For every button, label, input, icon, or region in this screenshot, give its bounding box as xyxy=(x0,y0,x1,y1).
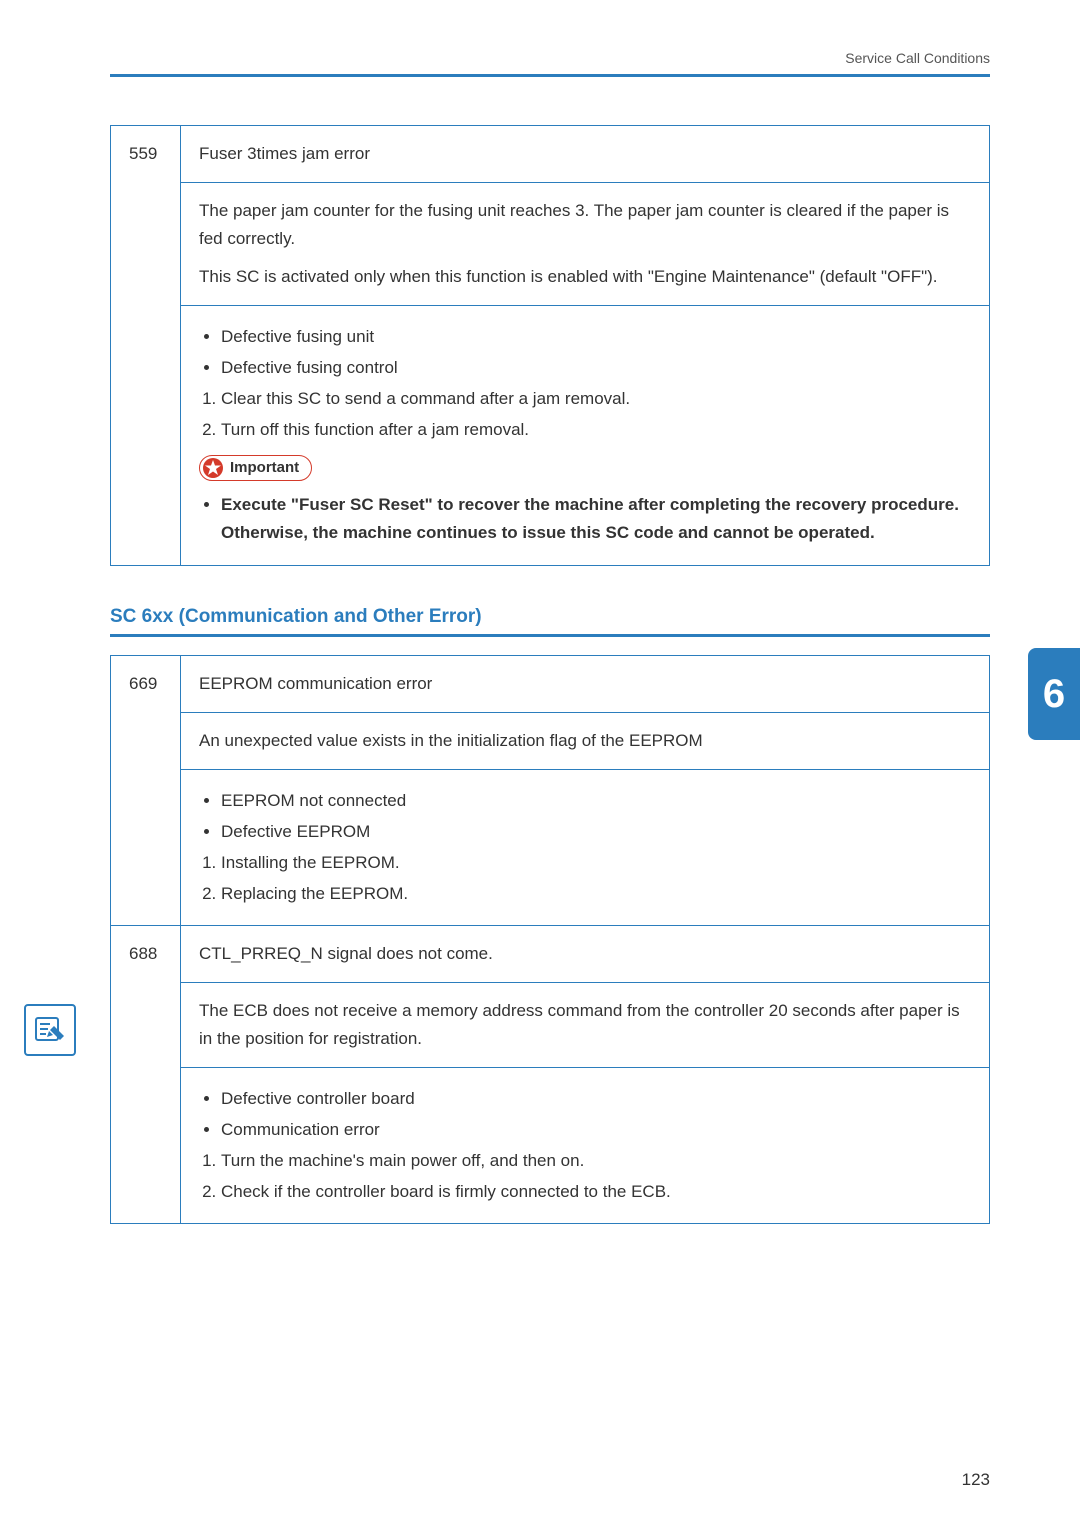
list-item: Turn the machine's main power off, and t… xyxy=(221,1147,971,1175)
list-item: EEPROM not connected xyxy=(221,787,971,815)
sc-table-6xx: 669 EEPROM communication error An unexpe… xyxy=(110,655,990,1225)
sc-description: An unexpected value exists in the initia… xyxy=(181,712,990,769)
important-list: Execute "Fuser SC Reset" to recover the … xyxy=(221,491,971,547)
breadcrumb: Service Call Conditions xyxy=(110,50,990,74)
star-icon xyxy=(202,457,224,479)
sc-description: The paper jam counter for the fusing uni… xyxy=(181,183,990,306)
list-item: Clear this SC to send a command after a … xyxy=(221,385,971,413)
rtfm-icon xyxy=(24,1004,76,1056)
header-rule xyxy=(110,74,990,77)
step-list: Clear this SC to send a command after a … xyxy=(221,385,971,444)
sc-remedy: Defective controller board Communication… xyxy=(181,1067,990,1223)
list-item: Execute "Fuser SC Reset" to recover the … xyxy=(221,491,971,547)
section-rule xyxy=(110,634,990,637)
list-item: Defective fusing control xyxy=(221,354,971,382)
desc-para: This SC is activated only when this func… xyxy=(199,263,971,291)
chapter-tab: 6 xyxy=(1028,648,1080,740)
desc-para: The paper jam counter for the fusing uni… xyxy=(199,197,971,253)
sc-remedy: EEPROM not connected Defective EEPROM In… xyxy=(181,769,990,925)
cause-list: Defective controller board Communication… xyxy=(221,1085,971,1144)
sc-code: 669 xyxy=(111,655,181,925)
sc-title: EEPROM communication error xyxy=(181,655,990,712)
sc-code: 559 xyxy=(111,126,181,566)
list-item: Replacing the EEPROM. xyxy=(221,880,971,908)
page-number: 123 xyxy=(962,1470,990,1490)
important-label: Important xyxy=(230,456,299,481)
step-list: Turn the machine's main power off, and t… xyxy=(221,1147,971,1206)
important-badge: Important xyxy=(199,455,312,481)
sc-description: The ECB does not receive a memory addres… xyxy=(181,982,990,1067)
cause-list: Defective fusing unit Defective fusing c… xyxy=(221,323,971,382)
list-item: Turn off this function after a jam remov… xyxy=(221,416,971,444)
list-item: Defective fusing unit xyxy=(221,323,971,351)
sc-remedy: Defective fusing unit Defective fusing c… xyxy=(181,306,990,565)
list-item: Check if the controller board is firmly … xyxy=(221,1178,971,1206)
sc-title: Fuser 3times jam error xyxy=(181,126,990,183)
step-list: Installing the EEPROM. Replacing the EEP… xyxy=(221,849,971,908)
sc-title: CTL_PRREQ_N signal does not come. xyxy=(181,925,990,982)
page-header: Service Call Conditions xyxy=(110,50,990,77)
page: Service Call Conditions 559 Fuser 3times… xyxy=(0,0,1080,1314)
list-item: Defective controller board xyxy=(221,1085,971,1113)
cause-list: EEPROM not connected Defective EEPROM xyxy=(221,787,971,846)
sc-code: 688 xyxy=(111,925,181,1223)
list-item: Defective EEPROM xyxy=(221,818,971,846)
list-item: Communication error xyxy=(221,1116,971,1144)
sc-table-559: 559 Fuser 3times jam error The paper jam… xyxy=(110,125,990,566)
list-item: Installing the EEPROM. xyxy=(221,849,971,877)
section-heading: SC 6xx (Communication and Other Error) xyxy=(110,606,990,628)
